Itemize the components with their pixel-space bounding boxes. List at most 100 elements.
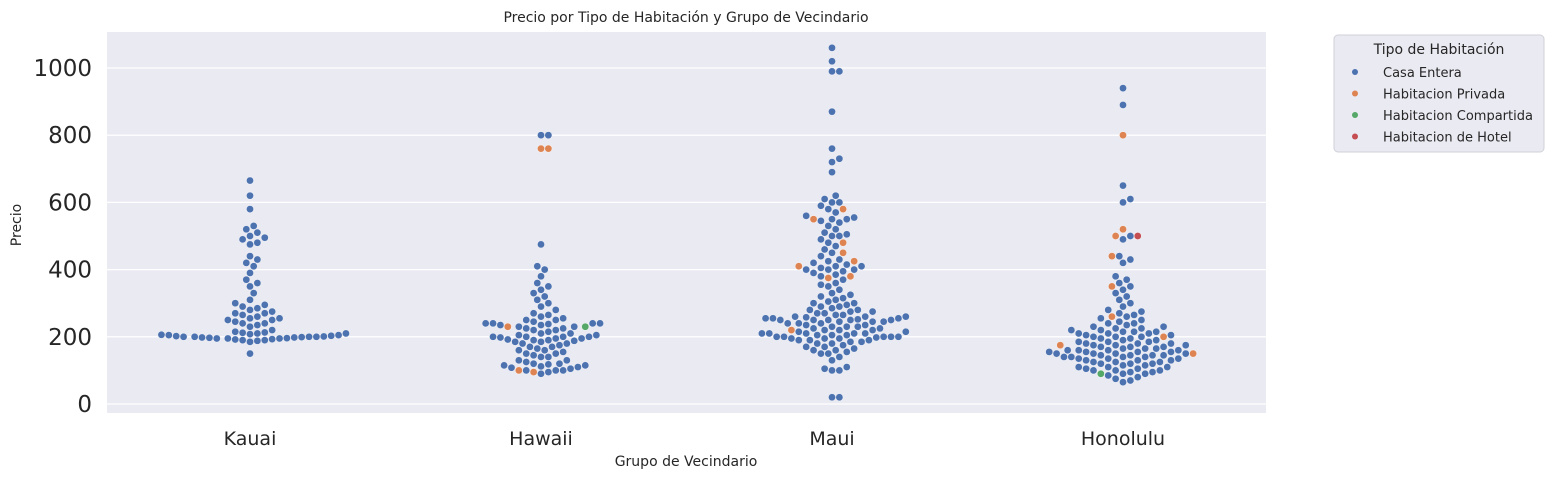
- data-point: [1067, 353, 1076, 361]
- data-point: [1167, 339, 1175, 348]
- data-point: [1111, 341, 1120, 350]
- data-point: [246, 330, 254, 338]
- data-point: [1137, 316, 1146, 324]
- data-point: [522, 349, 531, 358]
- data-point: [1082, 331, 1090, 339]
- data-point: [820, 334, 829, 343]
- data-point: [802, 313, 810, 322]
- data-point: [1145, 329, 1153, 338]
- data-point: [824, 205, 833, 213]
- data-point: [1082, 339, 1090, 348]
- data-point: [249, 262, 258, 271]
- data-point: [1056, 341, 1065, 350]
- data-point: [1122, 321, 1131, 329]
- data-point: [817, 217, 825, 225]
- data-point: [831, 296, 840, 304]
- data-point: [559, 314, 567, 323]
- x-tick-label: Maui: [809, 428, 854, 450]
- data-point: [1126, 376, 1135, 385]
- data-point: [828, 107, 836, 116]
- data-point: [1060, 353, 1068, 361]
- data-point: [246, 322, 254, 331]
- data-point: [1126, 232, 1135, 240]
- data-point: [537, 144, 545, 153]
- data-point: [179, 332, 188, 341]
- data-point: [246, 240, 254, 249]
- data-point: [290, 333, 299, 342]
- data-point: [1097, 314, 1105, 323]
- legend-entry-label: Habitacion Privada: [1383, 88, 1505, 103]
- data-point: [1133, 356, 1142, 365]
- data-point: [758, 329, 766, 338]
- data-point: [1122, 275, 1131, 284]
- data-point: [861, 312, 870, 321]
- data-point: [548, 343, 556, 351]
- data-point: [817, 292, 825, 301]
- data-point: [902, 312, 910, 321]
- data-point: [551, 334, 560, 343]
- data-point: [820, 343, 829, 351]
- data-point: [802, 329, 810, 338]
- data-point: [802, 265, 810, 274]
- data-point: [1074, 346, 1083, 355]
- data-point: [515, 322, 523, 331]
- data-point: [1126, 359, 1135, 368]
- data-point: [1156, 366, 1164, 375]
- data-point: [537, 369, 545, 378]
- data-point: [551, 349, 560, 358]
- data-point: [1133, 348, 1142, 356]
- data-point: [1119, 353, 1127, 361]
- data-point: [872, 333, 881, 342]
- data-point: [850, 344, 858, 353]
- data-point: [1152, 344, 1161, 353]
- data-point: [533, 296, 542, 304]
- data-point: [828, 356, 836, 365]
- data-point: [1089, 366, 1098, 375]
- data-point: [246, 282, 254, 291]
- data-point: [894, 314, 903, 323]
- data-point: [802, 212, 810, 220]
- data-point: [828, 198, 836, 207]
- data-point: [544, 360, 553, 369]
- data-point: [846, 338, 855, 346]
- legend: Tipo de Habitación Casa Entera Habitacion…: [1333, 34, 1545, 153]
- data-point: [268, 326, 276, 334]
- data-point: [809, 299, 818, 308]
- legend-marker: [1352, 69, 1358, 75]
- data-point: [854, 322, 862, 331]
- data-point: [842, 331, 851, 339]
- data-point: [585, 332, 593, 341]
- data-point: [828, 248, 836, 257]
- data-point: [1159, 351, 1168, 360]
- data-point: [1115, 317, 1124, 326]
- data-point: [275, 334, 284, 343]
- data-point: [1126, 255, 1135, 264]
- data-point: [828, 168, 836, 176]
- data-point: [824, 349, 833, 358]
- data-point: [238, 328, 247, 337]
- data-point: [831, 242, 840, 250]
- data-point: [496, 321, 505, 329]
- data-point: [246, 252, 254, 260]
- data-point: [854, 306, 862, 314]
- data-point: [835, 198, 844, 207]
- data-point: [839, 238, 847, 247]
- data-point: [533, 262, 542, 271]
- data-point: [1163, 363, 1172, 371]
- data-point: [772, 332, 781, 341]
- data-point: [481, 319, 490, 328]
- data-point: [1126, 282, 1135, 291]
- data-point: [260, 319, 269, 328]
- data-point: [1097, 343, 1105, 351]
- data-point: [544, 368, 553, 376]
- data-point: [537, 338, 545, 346]
- data-point: [242, 259, 251, 267]
- data-point: [1119, 336, 1127, 344]
- data-point: [1097, 351, 1105, 360]
- data-point: [1145, 338, 1153, 346]
- data-point: [1104, 363, 1113, 371]
- data-point: [835, 232, 844, 240]
- data-point: [224, 334, 232, 343]
- data-point: [551, 326, 560, 334]
- data-point: [515, 356, 523, 365]
